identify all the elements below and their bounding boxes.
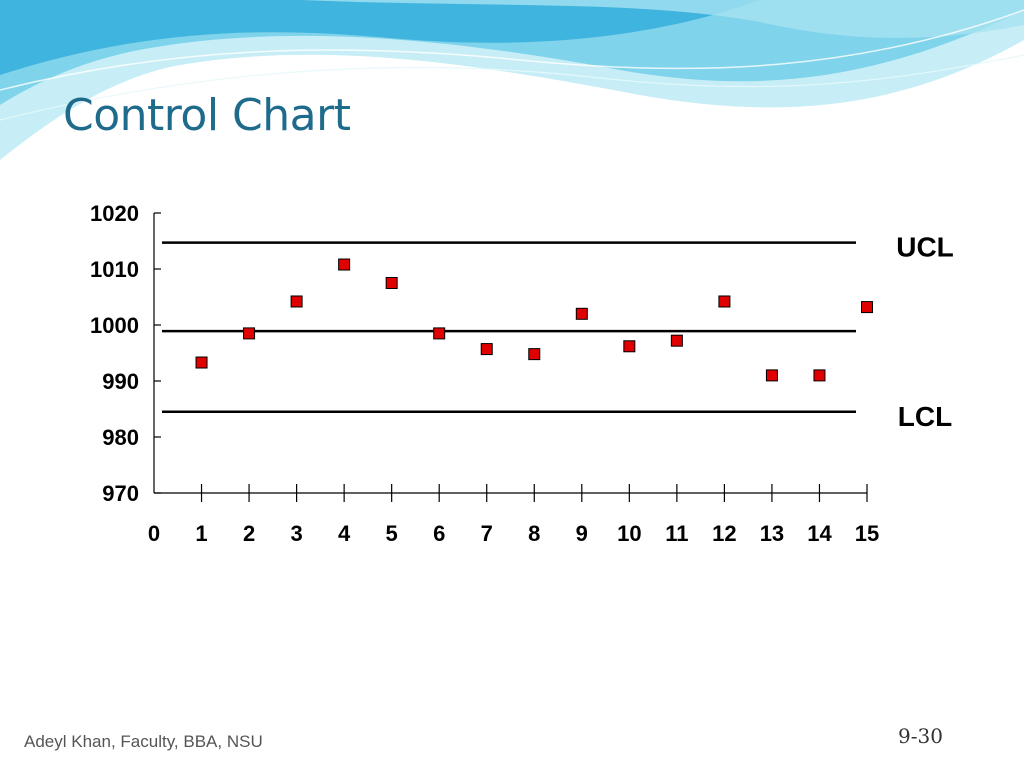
data-point	[338, 258, 351, 271]
data-point	[433, 327, 446, 340]
data-point	[528, 348, 541, 361]
x-tick-label: 7	[481, 521, 493, 546]
y-tick-label: 1000	[90, 313, 139, 338]
x-tick-label: 5	[386, 521, 398, 546]
x-tick-label: 3	[290, 521, 302, 546]
x-axis: 0 1 2 3 4 5 6 7 8 9 10 11 12 13 14 15	[148, 484, 879, 546]
data-points	[195, 258, 873, 382]
x-tick-label: 11	[665, 521, 688, 546]
footer-author: Adeyl Khan, Faculty, BBA, NSU	[24, 732, 263, 751]
data-point	[290, 295, 303, 308]
x-tick-label: 12	[712, 521, 736, 546]
x-tick-label: 15	[855, 521, 879, 546]
data-point	[385, 277, 398, 289]
y-axis: 970 980 990 1000 1010 1020	[90, 201, 161, 506]
x-tick-label: 8	[528, 521, 540, 546]
y-tick-label: 970	[102, 481, 139, 506]
data-point	[670, 334, 683, 347]
y-tick-label: 980	[102, 425, 139, 450]
data-point	[480, 343, 493, 356]
data-point	[243, 327, 256, 340]
header-wave-decoration	[0, 0, 1024, 160]
data-point	[718, 295, 731, 308]
y-tick-label: 1020	[90, 201, 139, 226]
x-tick-label: 4	[338, 521, 351, 546]
data-point	[765, 369, 778, 382]
x-tick-label: 9	[576, 521, 588, 546]
slide-title: Control Chart	[63, 90, 351, 141]
page-number: 9-30	[898, 724, 943, 748]
data-point	[813, 369, 826, 382]
x-tick-label: 14	[807, 521, 832, 546]
control-limit-lines: UCL LCL	[162, 232, 954, 432]
y-tick-label: 1010	[90, 257, 139, 282]
x-tick-label: 1	[195, 521, 207, 546]
x-tick-label: 13	[760, 521, 784, 546]
data-point	[195, 356, 208, 369]
data-point	[575, 307, 588, 320]
lcl-label: LCL	[898, 401, 952, 432]
data-point	[623, 340, 636, 353]
ucl-label: UCL	[896, 232, 954, 263]
data-point	[861, 301, 873, 314]
x-tick-label: 10	[617, 521, 641, 546]
y-tick-label: 990	[102, 369, 139, 394]
x-tick-label: 0	[148, 521, 160, 546]
x-tick-label: 2	[243, 521, 255, 546]
x-tick-label: 6	[433, 521, 445, 546]
